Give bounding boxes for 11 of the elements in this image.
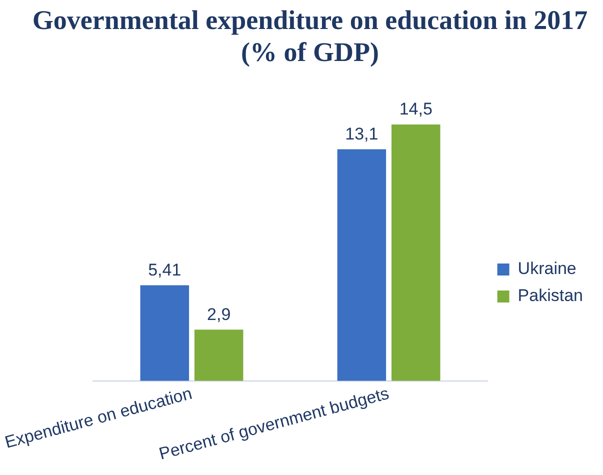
legend-label: Pakistan xyxy=(518,286,583,306)
legend-label: Ukraine xyxy=(518,259,576,278)
bar xyxy=(140,285,190,381)
data-label: 5,41 xyxy=(148,260,182,280)
bar xyxy=(391,124,440,381)
bar xyxy=(194,330,244,381)
bar xyxy=(337,149,386,381)
data-label: 14,5 xyxy=(399,100,432,119)
chart-title: Governmental expenditure on education in 2017 (% of GDP) xyxy=(31,4,589,68)
data-label: 13,1 xyxy=(345,124,378,144)
data-label: 2,9 xyxy=(207,304,231,324)
